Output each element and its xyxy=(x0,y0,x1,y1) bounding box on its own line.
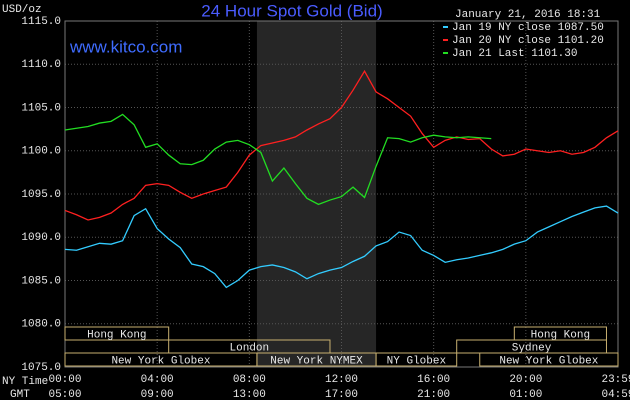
session-label: Sydney xyxy=(512,342,552,354)
x-tick-label: 00:00 xyxy=(48,374,81,386)
y-tick-label: 1105.0 xyxy=(21,102,61,114)
legend-label: Jan 21 Last 1101.30 xyxy=(452,48,577,60)
x-tick-label: 12:00 xyxy=(325,374,358,386)
session-box xyxy=(479,352,619,367)
series-line xyxy=(64,69,619,221)
x-tick-label: 04:00 xyxy=(141,374,174,386)
y-tick-label: 1090.0 xyxy=(21,232,61,244)
highlight-band xyxy=(256,21,377,367)
x2-tick-label: 21:00 xyxy=(417,389,450,400)
x2-tick-label: 13:00 xyxy=(233,389,266,400)
y-tick-label: 1075.0 xyxy=(21,362,61,374)
session-label: Hong Kong xyxy=(87,329,146,341)
legend-label: Jan 19 NY close 1087.50 xyxy=(452,22,604,34)
y-tick-label: 1110.0 xyxy=(21,59,61,71)
y-tick-label: 1115.0 xyxy=(21,16,61,28)
x-tick-label: 20:00 xyxy=(509,374,542,386)
session-label: Hong Kong xyxy=(531,329,590,341)
x2-tick-label: 09:00 xyxy=(141,389,174,400)
session-label: NY Globex xyxy=(387,355,447,367)
session-label: London xyxy=(230,342,270,354)
x-tick-label: 08:00 xyxy=(233,374,266,386)
x-tick-label: 16:00 xyxy=(417,374,450,386)
session-label: New York Globex xyxy=(111,355,210,367)
session-label: New York NYMEX xyxy=(270,355,363,367)
session-box xyxy=(375,352,458,367)
y-tick-label: 1085.0 xyxy=(21,275,61,287)
series-line xyxy=(64,113,492,206)
chart-title: 24 Hour Spot Gold (Bid) xyxy=(201,1,382,20)
y-tick-label: 1100.0 xyxy=(21,146,61,158)
x2-axis-label: GMT xyxy=(10,389,30,400)
chart-date: January 21, 2016 18:31 xyxy=(455,9,601,21)
y-tick-label: 1080.0 xyxy=(21,319,61,331)
x-tick-label: 23:59 xyxy=(601,374,630,386)
series-line xyxy=(64,205,619,289)
x2-tick-label: 17:00 xyxy=(325,389,358,400)
watermark: www.kitco.com xyxy=(69,37,182,56)
x2-tick-label: 05:00 xyxy=(48,389,81,400)
session-box xyxy=(64,326,170,341)
y-tick-label: 1095.0 xyxy=(21,189,61,201)
plot-frame xyxy=(64,20,619,368)
session-label: New York Globex xyxy=(499,355,598,367)
x2-tick-label: 01:00 xyxy=(509,389,542,400)
x2-tick-label: 04:59 xyxy=(601,389,630,400)
y-axis-label: USD/oz xyxy=(2,4,42,16)
x-axis-label: NY Time xyxy=(2,376,48,388)
legend-label: Jan 20 NY close 1101.20 xyxy=(452,35,604,47)
